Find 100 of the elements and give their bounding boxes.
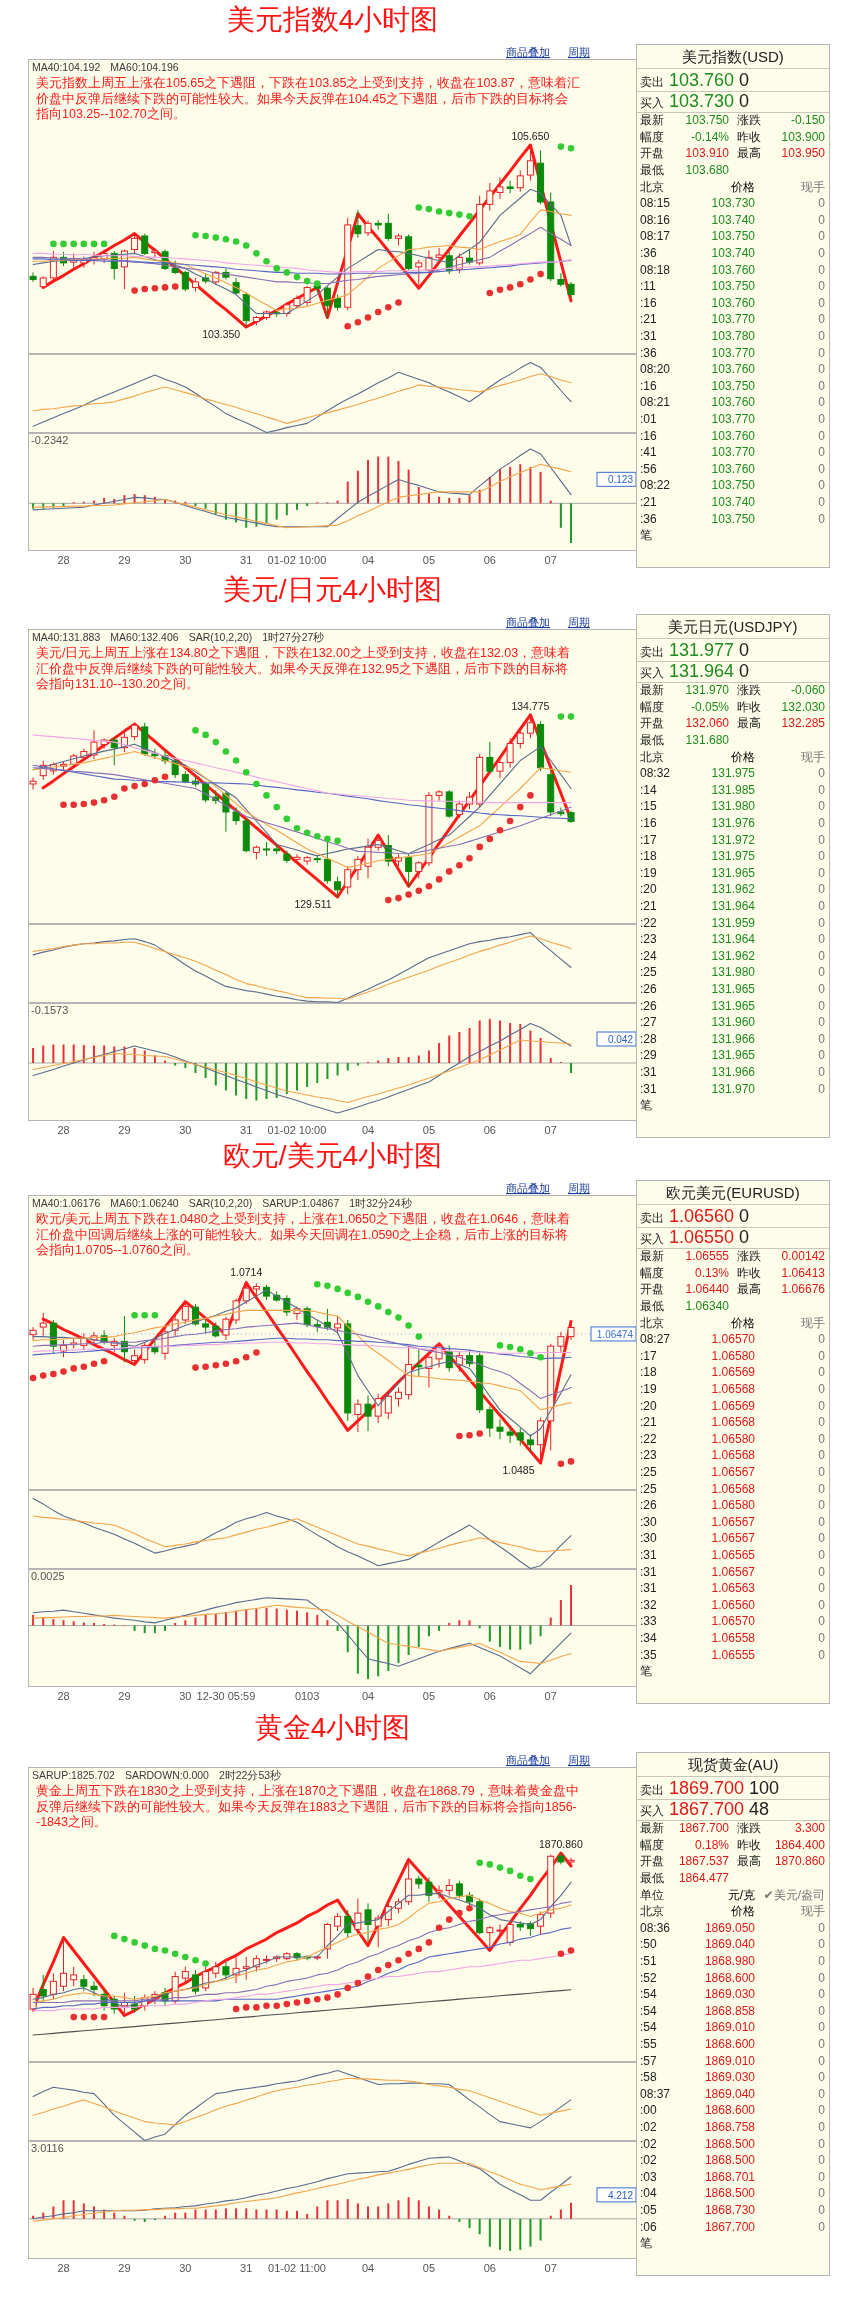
text: MA40:131.883 xyxy=(32,631,101,643)
text: :24 131.962 0 xyxy=(640,948,825,963)
text: :26 131.965 0 xyxy=(640,998,825,1013)
text: 08:22 103.750 0 xyxy=(640,478,825,493)
text: :54 1868.858 0 xyxy=(640,2003,825,2018)
text: 笔 xyxy=(640,2236,652,2251)
x-tick-label: 04 xyxy=(361,1690,375,1702)
text: :01 103.770 0 xyxy=(640,411,825,426)
text: :21 131.964 0 xyxy=(640,898,825,913)
text: 最新 1867.700 涨跌 3.300 xyxy=(640,1821,825,1836)
text: 0.123 xyxy=(607,474,634,486)
x-tick-label: 04 xyxy=(361,554,375,566)
x-tick-label: 29 xyxy=(118,554,131,566)
text: 商品叠加 xyxy=(506,616,550,628)
x-tick-label: 05 xyxy=(422,1124,436,1136)
text: :54 1869.030 0 xyxy=(640,1987,825,2002)
text: :04 1868.500 0 xyxy=(640,2186,825,2201)
x-tick-label: 07 xyxy=(544,1690,557,1702)
text: :36 103.750 0 xyxy=(640,511,825,526)
x-tick-label: 30 xyxy=(179,1124,192,1136)
text: 最低 103.680 xyxy=(640,162,729,177)
text: 3.0116 xyxy=(31,2142,64,2154)
text: 美元日元(USDJPY) xyxy=(668,618,798,636)
text: 4.212 xyxy=(607,2189,634,2201)
text: 08:16 103.740 0 xyxy=(640,212,825,227)
text: 103.350 xyxy=(202,328,241,340)
x-tick-label: 28 xyxy=(57,2262,70,2274)
text: 134.775 xyxy=(511,700,550,712)
text: :23 131.964 0 xyxy=(640,932,825,947)
text: :34 1.06558 0 xyxy=(640,1630,825,1645)
text: 周期 xyxy=(568,1182,590,1194)
text: 卖出 103.760 0 xyxy=(640,70,750,91)
text: 幅度 -0.05% 昨收 132.030 xyxy=(640,699,825,714)
text: 最低 1864.477 xyxy=(640,1870,729,1885)
text: 开盘 1867.537 最高 1870.860 xyxy=(640,1854,825,1869)
text: 08:32 131.975 0 xyxy=(640,766,825,781)
text: :52 1868.600 0 xyxy=(640,1970,825,1985)
text: SARUP:1825.702 xyxy=(32,1769,116,1781)
chart-title: 黄金4小时图 xyxy=(254,1711,411,1745)
text: 开盘 103.910 最高 103.950 xyxy=(640,146,825,161)
x-tick-label: 28 xyxy=(57,554,70,566)
x-tick-label: 07 xyxy=(544,554,557,566)
text: 欧元美元(EURUSD) xyxy=(666,1184,800,1202)
x-tick-label: 28 xyxy=(57,1124,70,1136)
x-tick-label: 0103 xyxy=(294,1690,320,1702)
text: :33 1.06570 0 xyxy=(640,1614,825,1629)
x-tick-label: 01-02 10:00 xyxy=(267,554,327,566)
text: :29 131.965 0 xyxy=(640,1048,825,1063)
text: :02 1868.500 0 xyxy=(640,2136,825,2151)
text: -0.1573 xyxy=(31,1004,69,1016)
text: 卖出 1869.700 100 xyxy=(640,1778,780,1799)
text: 周期 xyxy=(568,46,590,58)
x-tick-label: 28 xyxy=(57,1690,70,1702)
x-tick-label: 30 xyxy=(179,1690,192,1702)
text: :11 103.750 0 xyxy=(640,279,825,294)
text: MA60:104.196 xyxy=(110,61,179,73)
chart-title: 美元/日元4小时图 xyxy=(222,573,443,607)
x-tick-label: 06 xyxy=(483,1124,496,1136)
text: 最低 1.06340 xyxy=(640,1298,729,1313)
text: :56 103.760 0 xyxy=(640,461,825,476)
text: :00 1868.600 0 xyxy=(640,2103,825,2118)
chart-subtitle: 美元指数上周五上涨在105.65之下遇阻，下跌在103.85之上受到支持，收盘在103.87，意味着汇价盘中反弹后继续下跌的可能性较大。如果今天反弹在104.45之下遇阻，后市下跌的目标将会指向103.25--102.70之间。 xyxy=(36,76,581,123)
x-tick-label: 04 xyxy=(361,2262,375,2274)
text: :31 131.970 0 xyxy=(640,1081,825,1096)
x-tick-label: 05 xyxy=(422,554,436,566)
chart-title: 美元指数4小时图 xyxy=(226,3,439,37)
text: :20 1.06569 0 xyxy=(640,1398,825,1413)
text: :21 103.740 0 xyxy=(640,494,825,509)
text: MA60:1.06240 xyxy=(110,1197,179,1209)
text: :18 1.06569 0 xyxy=(640,1365,825,1380)
text: 笔 xyxy=(640,1098,652,1113)
text: :19 1.06568 0 xyxy=(640,1381,825,1396)
text: :17 131.972 0 xyxy=(640,832,825,847)
text: MA60:132.406 xyxy=(110,631,179,643)
x-tick-label: 31 xyxy=(240,554,253,566)
text: :18 131.975 0 xyxy=(640,849,825,864)
text: :55 1868.600 0 xyxy=(640,2036,825,2051)
x-tick-label: 06 xyxy=(483,1690,496,1702)
text: MA40:104.192 xyxy=(32,61,101,73)
text: :17 1.06580 0 xyxy=(640,1348,825,1363)
text: 最新 131.970 涨跌 -0.060 xyxy=(640,683,825,698)
text: :41 103.770 0 xyxy=(640,445,825,460)
text: 买入 1.06550 0 xyxy=(640,1227,750,1248)
text: :50 1869.040 0 xyxy=(640,1937,825,1952)
text: :54 1869.010 0 xyxy=(640,2020,825,2035)
text: 开盘 1.06440 最高 1.06676 xyxy=(640,1282,825,1297)
text: :31 1.06563 0 xyxy=(640,1581,825,1596)
text: :16 103.750 0 xyxy=(640,378,825,393)
chart-title: 欧元/美元4小时图 xyxy=(222,1139,443,1173)
text: :21 1.06568 0 xyxy=(640,1415,825,1430)
text: 08:27 1.06570 0 xyxy=(640,1332,825,1347)
x-tick-label: 31 xyxy=(240,2262,253,2274)
x-tick-label: 31 xyxy=(240,1124,253,1136)
text: 08:18 103.760 0 xyxy=(640,262,825,277)
text: :03 1868.701 0 xyxy=(640,2169,825,2184)
text: :14 131.985 0 xyxy=(640,782,825,797)
text: :02 1868.758 0 xyxy=(640,2119,825,2134)
text: :25 131.980 0 xyxy=(640,965,825,980)
text: :36 103.740 0 xyxy=(640,245,825,260)
x-tick-label: 29 xyxy=(118,2262,131,2274)
